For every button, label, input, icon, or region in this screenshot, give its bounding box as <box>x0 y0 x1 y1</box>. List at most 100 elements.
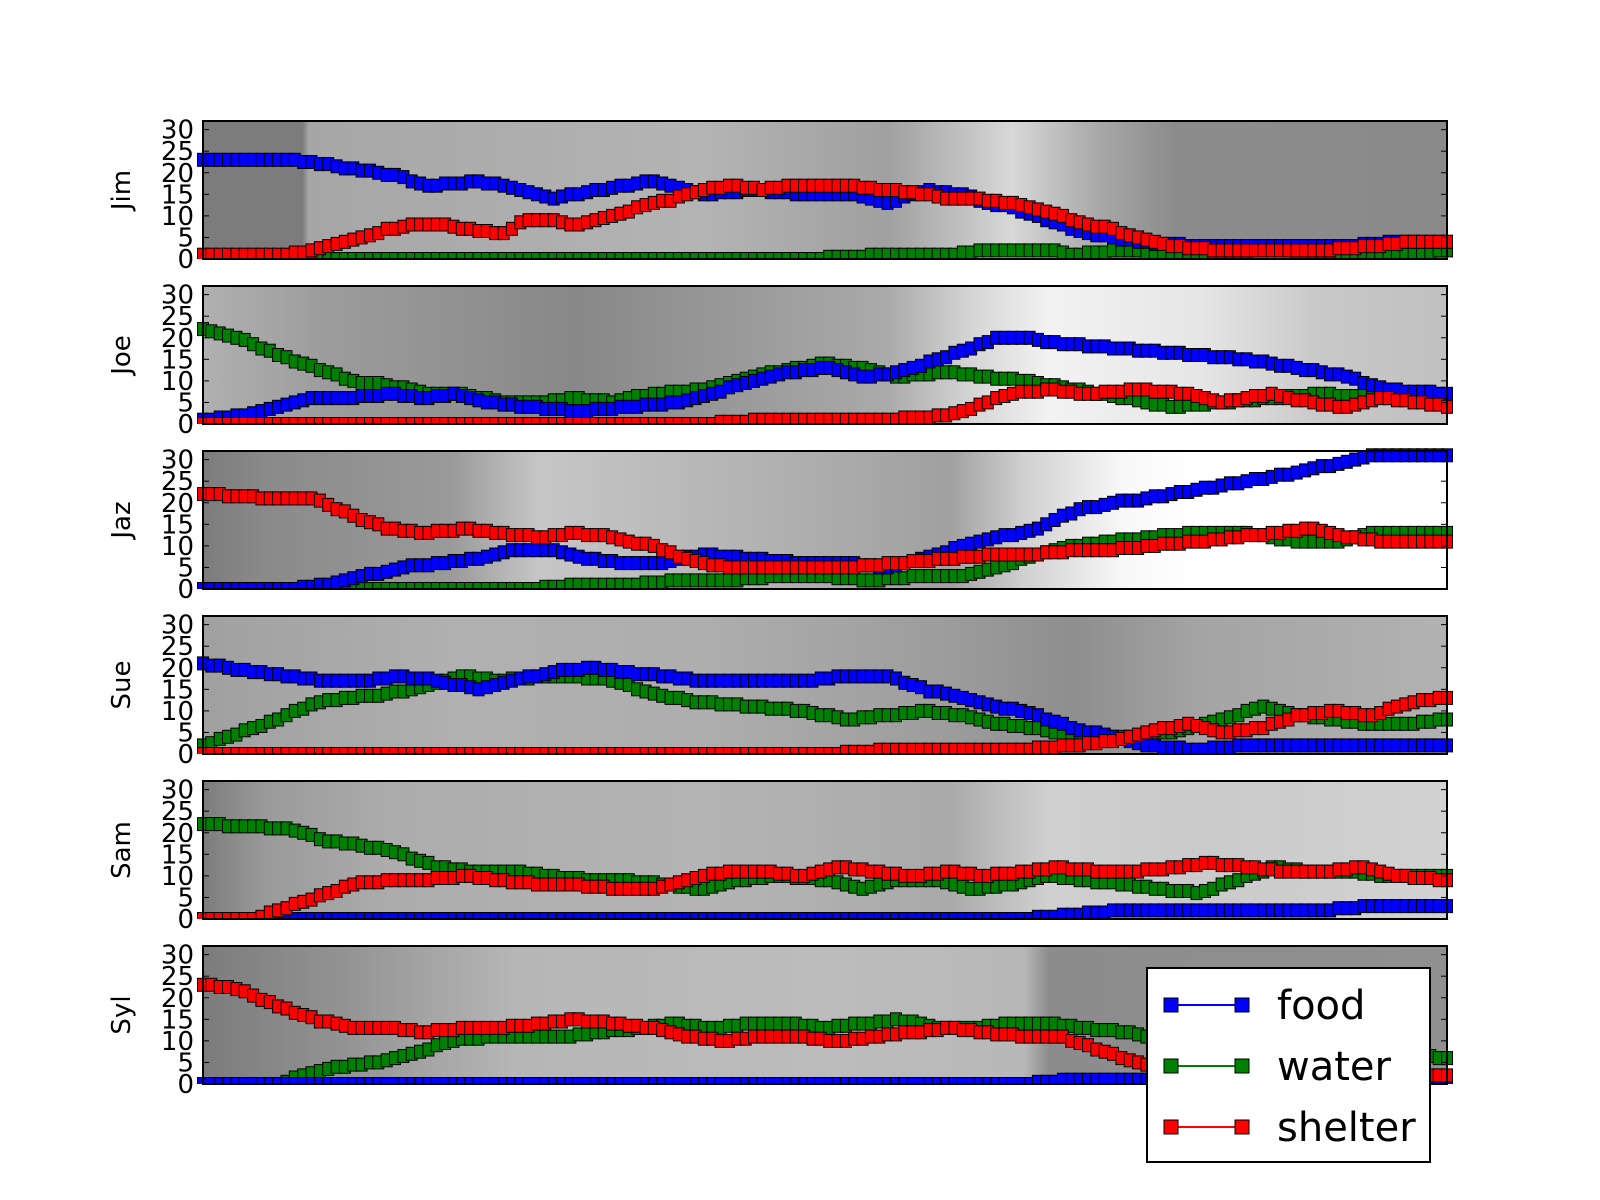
marker-water <box>631 252 644 259</box>
marker-water <box>338 252 351 259</box>
marker-water <box>505 252 518 259</box>
marker-food <box>814 912 827 919</box>
marker-shelter <box>597 747 610 754</box>
legend: food water shelter <box>1146 967 1431 1163</box>
marker-water <box>547 252 560 259</box>
marker-food <box>606 912 619 919</box>
marker-shelter <box>263 747 276 754</box>
marker-food <box>614 1077 627 1084</box>
marker-shelter <box>789 747 802 754</box>
marker-food <box>656 912 669 919</box>
y-tick-label: 0 <box>177 905 194 935</box>
marker-food <box>263 1077 276 1084</box>
marker-shelter <box>806 747 819 754</box>
marker-water <box>414 582 427 589</box>
marker-food <box>514 1077 527 1084</box>
marker-shelter <box>564 417 577 424</box>
marker-water <box>514 582 527 589</box>
marker-water <box>781 252 794 259</box>
legend-item-food: food <box>1163 983 1365 1029</box>
marker-water <box>697 252 710 259</box>
y-tick-label: 5 <box>177 883 194 913</box>
marker-shelter <box>714 747 727 754</box>
y-tick-label: 25 <box>161 797 194 827</box>
marker-food <box>247 1077 260 1084</box>
marker-shelter <box>656 747 669 754</box>
marker-food <box>372 1077 385 1084</box>
marker-water <box>397 582 410 589</box>
marker-food <box>372 912 385 919</box>
marker-food <box>397 1077 410 1084</box>
marker-food <box>238 1077 251 1084</box>
marker-food <box>689 1077 702 1084</box>
marker-shelter <box>748 747 760 754</box>
marker-shelter <box>589 417 602 424</box>
marker-food <box>831 912 844 919</box>
marker-food <box>338 1077 351 1084</box>
marker-shelter <box>606 747 619 754</box>
marker-shelter <box>222 912 234 919</box>
marker-food <box>531 912 543 919</box>
marker-shelter <box>664 747 677 754</box>
marker-shelter <box>238 912 251 919</box>
marker-water <box>372 582 385 589</box>
marker-food <box>205 1077 218 1084</box>
y-tick-label: 30 <box>161 281 194 311</box>
marker-food <box>898 1077 911 1084</box>
marker-food <box>990 912 1003 919</box>
y-tick-label: 15 <box>161 1005 194 1035</box>
marker-shelter <box>514 747 527 754</box>
marker-food <box>347 912 360 919</box>
marker-shelter <box>681 747 694 754</box>
marker-food <box>531 1077 543 1084</box>
y-tick-label: 20 <box>161 984 194 1014</box>
marker-food <box>297 1077 310 1084</box>
marker-food <box>806 912 819 919</box>
marker-food <box>414 912 427 919</box>
marker-food <box>1015 912 1028 919</box>
y-tick-label: 5 <box>177 388 194 418</box>
marker-food <box>906 912 919 919</box>
legend-marker <box>1234 997 1250 1013</box>
series-shelter <box>197 690 1453 754</box>
marker-water <box>364 582 376 589</box>
marker-water <box>723 252 735 259</box>
marker-food <box>589 1077 602 1084</box>
y-tick-label: 10 <box>161 862 194 892</box>
marker-food <box>255 1077 268 1084</box>
marker-food <box>622 912 635 919</box>
marker-food <box>948 1077 961 1084</box>
marker-food <box>489 1077 502 1084</box>
marker-water <box>672 252 685 259</box>
y-tick-label: 15 <box>161 180 194 210</box>
marker-shelter <box>814 747 827 754</box>
marker-shelter <box>455 747 468 754</box>
marker-water <box>739 252 752 259</box>
marker-shelter <box>380 747 393 754</box>
marker-food <box>647 1077 660 1084</box>
marker-food <box>823 912 836 919</box>
marker-shelter <box>255 747 268 754</box>
marker-food <box>973 1077 986 1084</box>
marker-food <box>672 1077 685 1084</box>
marker-food <box>480 1077 493 1084</box>
marker-food <box>881 912 894 919</box>
y-tick-label: 25 <box>161 302 194 332</box>
y-tick-label: 25 <box>161 962 194 992</box>
marker-water <box>664 252 677 259</box>
marker-food <box>547 1077 560 1084</box>
marker-food <box>781 1077 794 1084</box>
marker-water <box>389 582 401 589</box>
marker-shelter <box>464 417 477 424</box>
marker-shelter <box>280 747 293 754</box>
marker-shelter <box>355 417 368 424</box>
marker-water <box>748 252 760 259</box>
marker-food <box>439 1077 452 1084</box>
marker-shelter <box>631 747 644 754</box>
marker-shelter <box>564 747 577 754</box>
marker-shelter <box>539 747 552 754</box>
marker-food <box>739 1077 752 1084</box>
marker-shelter <box>222 417 234 424</box>
marker-shelter <box>739 747 752 754</box>
